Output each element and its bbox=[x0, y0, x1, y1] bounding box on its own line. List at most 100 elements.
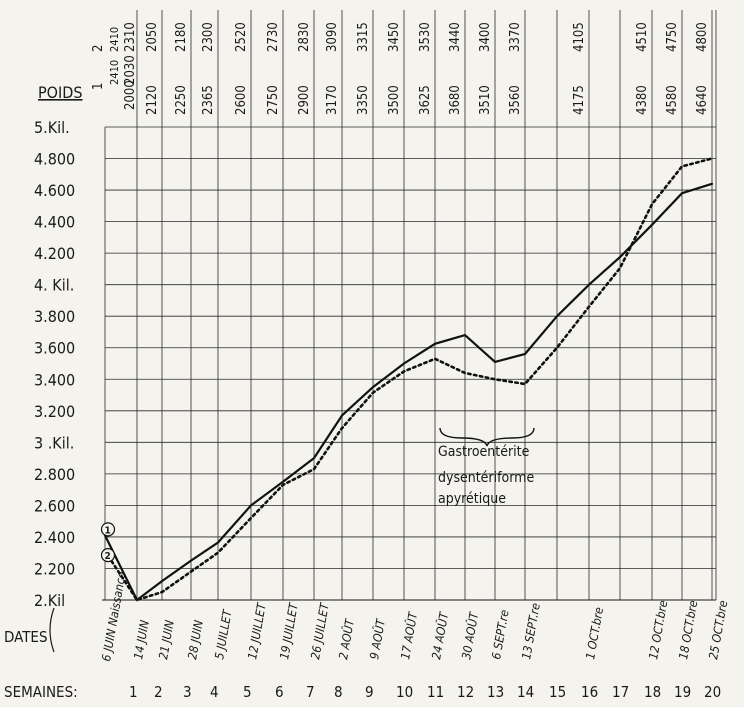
series-marker-label: 2 bbox=[105, 551, 111, 562]
date-label: 9 AOÛT bbox=[366, 616, 388, 660]
y-tick-label: 2.200 bbox=[34, 559, 75, 578]
y-tick-label: 3.400 bbox=[34, 370, 75, 389]
week-label: 4 bbox=[210, 683, 219, 701]
top-weight-label: 3530 bbox=[418, 22, 433, 52]
top-weight-label: 3170 bbox=[325, 85, 340, 115]
date-label: 19 JUILLET bbox=[277, 601, 301, 661]
top-weight-label: 2830 bbox=[297, 22, 312, 52]
top-weight-label: 4800 bbox=[695, 22, 710, 52]
week-label: 10 bbox=[396, 683, 413, 701]
top-weight-label: 3315 bbox=[356, 22, 371, 52]
top-weight-label: 2120 bbox=[145, 85, 160, 115]
top-weight-label: 2410 bbox=[108, 60, 121, 85]
date-label: 25 OCT.bre bbox=[706, 599, 730, 661]
y-tick-label: 4.800 bbox=[34, 150, 75, 169]
week-label: 9 bbox=[365, 683, 374, 701]
week-label: 8 bbox=[334, 683, 343, 701]
y-tick-label: 4.600 bbox=[34, 181, 75, 200]
dates-label: DATES bbox=[4, 628, 48, 646]
week-label: 11 bbox=[427, 683, 444, 701]
y-tick-label: 4. Kil. bbox=[34, 276, 74, 295]
date-label: 26 JUILLET bbox=[308, 601, 332, 661]
date-label: 30 AOÛT bbox=[458, 610, 481, 661]
date-label: 1 OCT.bre bbox=[583, 606, 606, 661]
top-weight-label: 3560 bbox=[508, 85, 523, 115]
week-label: 15 bbox=[549, 683, 566, 701]
top-weight-label: 2300 bbox=[201, 22, 216, 52]
top-weight-label: 3450 bbox=[387, 22, 402, 52]
annotation-line: Gastroentérite bbox=[438, 444, 530, 460]
series-lines: 12 bbox=[100, 157, 714, 602]
week-label: 18 bbox=[644, 683, 661, 701]
y-tick-label: 3.600 bbox=[34, 339, 75, 358]
annotation-line: apyrétique bbox=[438, 491, 506, 507]
week-label: 1 bbox=[129, 683, 138, 701]
top-weight-label: 3510 bbox=[478, 85, 493, 115]
week-label: 2 bbox=[154, 683, 163, 701]
top-weight-label: 2900 bbox=[297, 85, 312, 115]
annotation: Gastroentérite dysentériforme apyrétique bbox=[438, 427, 535, 507]
week-label: 5 bbox=[243, 683, 252, 701]
top-weight-label: 4105 bbox=[572, 22, 587, 52]
top-weight-label: 4580 bbox=[665, 85, 680, 115]
poids-label: POIDS bbox=[38, 83, 82, 102]
top-weight-label: 2750 bbox=[266, 85, 281, 115]
top-weight-label: 3370 bbox=[508, 22, 523, 52]
y-tick-label: 4.200 bbox=[34, 244, 75, 263]
chart-grid bbox=[102, 10, 717, 601]
week-label: 14 bbox=[517, 683, 534, 701]
top-weight-label: 2000 bbox=[123, 80, 138, 110]
semaines-label: SEMAINES: bbox=[4, 683, 78, 701]
top-weight-label: 4510 bbox=[635, 22, 650, 52]
top-weight-label: 3350 bbox=[356, 85, 371, 115]
y-tick-label: 2.800 bbox=[34, 465, 75, 484]
series-marker-label: 1 bbox=[105, 525, 111, 536]
y-tick-label: 4.400 bbox=[34, 213, 75, 232]
series-line-2 bbox=[103, 157, 714, 602]
series-marker-circle bbox=[100, 522, 116, 537]
top-weight-label: 4750 bbox=[665, 22, 680, 52]
week-label: 13 bbox=[487, 683, 504, 701]
date-label: 28 JUIN bbox=[185, 619, 206, 660]
top-weight-label: 3400 bbox=[478, 22, 493, 52]
top-weight-label: 2730 bbox=[266, 22, 281, 52]
date-label: 17 AOÛT bbox=[397, 610, 420, 661]
date-label: 24 AOÛT bbox=[428, 610, 451, 661]
top-weight-label: 3625 bbox=[418, 85, 433, 115]
y-tick-label: 3 .Kil. bbox=[34, 433, 74, 452]
annotation-line: dysentériforme bbox=[438, 470, 534, 486]
top-weight-label: 2250 bbox=[174, 85, 189, 115]
date-label: 14 JUIN bbox=[131, 619, 152, 660]
date-label: 5 JUILLET bbox=[212, 607, 235, 660]
date-label: 13 SEPT.re bbox=[519, 602, 543, 661]
top-weight-label: 2180 bbox=[174, 22, 189, 52]
annotation-brace bbox=[439, 427, 535, 447]
y-tick-label: 3.800 bbox=[34, 307, 75, 326]
week-label: 3 bbox=[183, 683, 192, 701]
date-label: 21 JUIN bbox=[156, 619, 177, 660]
top-weight-label: 2050 bbox=[145, 22, 160, 52]
week-labels: SEMAINES: 1 2 3 4 5 6 7 8 9 10 11 12 13 14 15 16 17 18 19 20 bbox=[4, 683, 721, 701]
week-label: 17 bbox=[612, 683, 629, 701]
top-weight-label: 3090 bbox=[325, 22, 340, 52]
y-tick-label: 2.Kil bbox=[34, 591, 65, 610]
top-weight-label: 4380 bbox=[635, 85, 650, 115]
top-weight-label: 3440 bbox=[448, 22, 463, 52]
date-label: 18 OCT.bre bbox=[676, 599, 700, 661]
y-tick-label: 2.600 bbox=[34, 496, 75, 515]
y-tick-label: 3.200 bbox=[34, 402, 75, 421]
top-weight-label: 2520 bbox=[234, 22, 249, 52]
date-label: 12 OCT.bre bbox=[646, 599, 670, 661]
date-label: 6 SEPT.re bbox=[489, 608, 512, 660]
date-label: 2 AOÛT bbox=[335, 616, 357, 660]
week-label: 12 bbox=[457, 683, 474, 701]
week-label: 19 bbox=[674, 683, 691, 701]
series-line-1 bbox=[103, 182, 714, 602]
top-weight-label: 2600 bbox=[234, 85, 249, 115]
top-weight-label: 2410 bbox=[108, 27, 121, 52]
week-label: 16 bbox=[581, 683, 598, 701]
top-weight-label: 4640 bbox=[695, 85, 710, 115]
series-marker-circle bbox=[100, 548, 116, 563]
